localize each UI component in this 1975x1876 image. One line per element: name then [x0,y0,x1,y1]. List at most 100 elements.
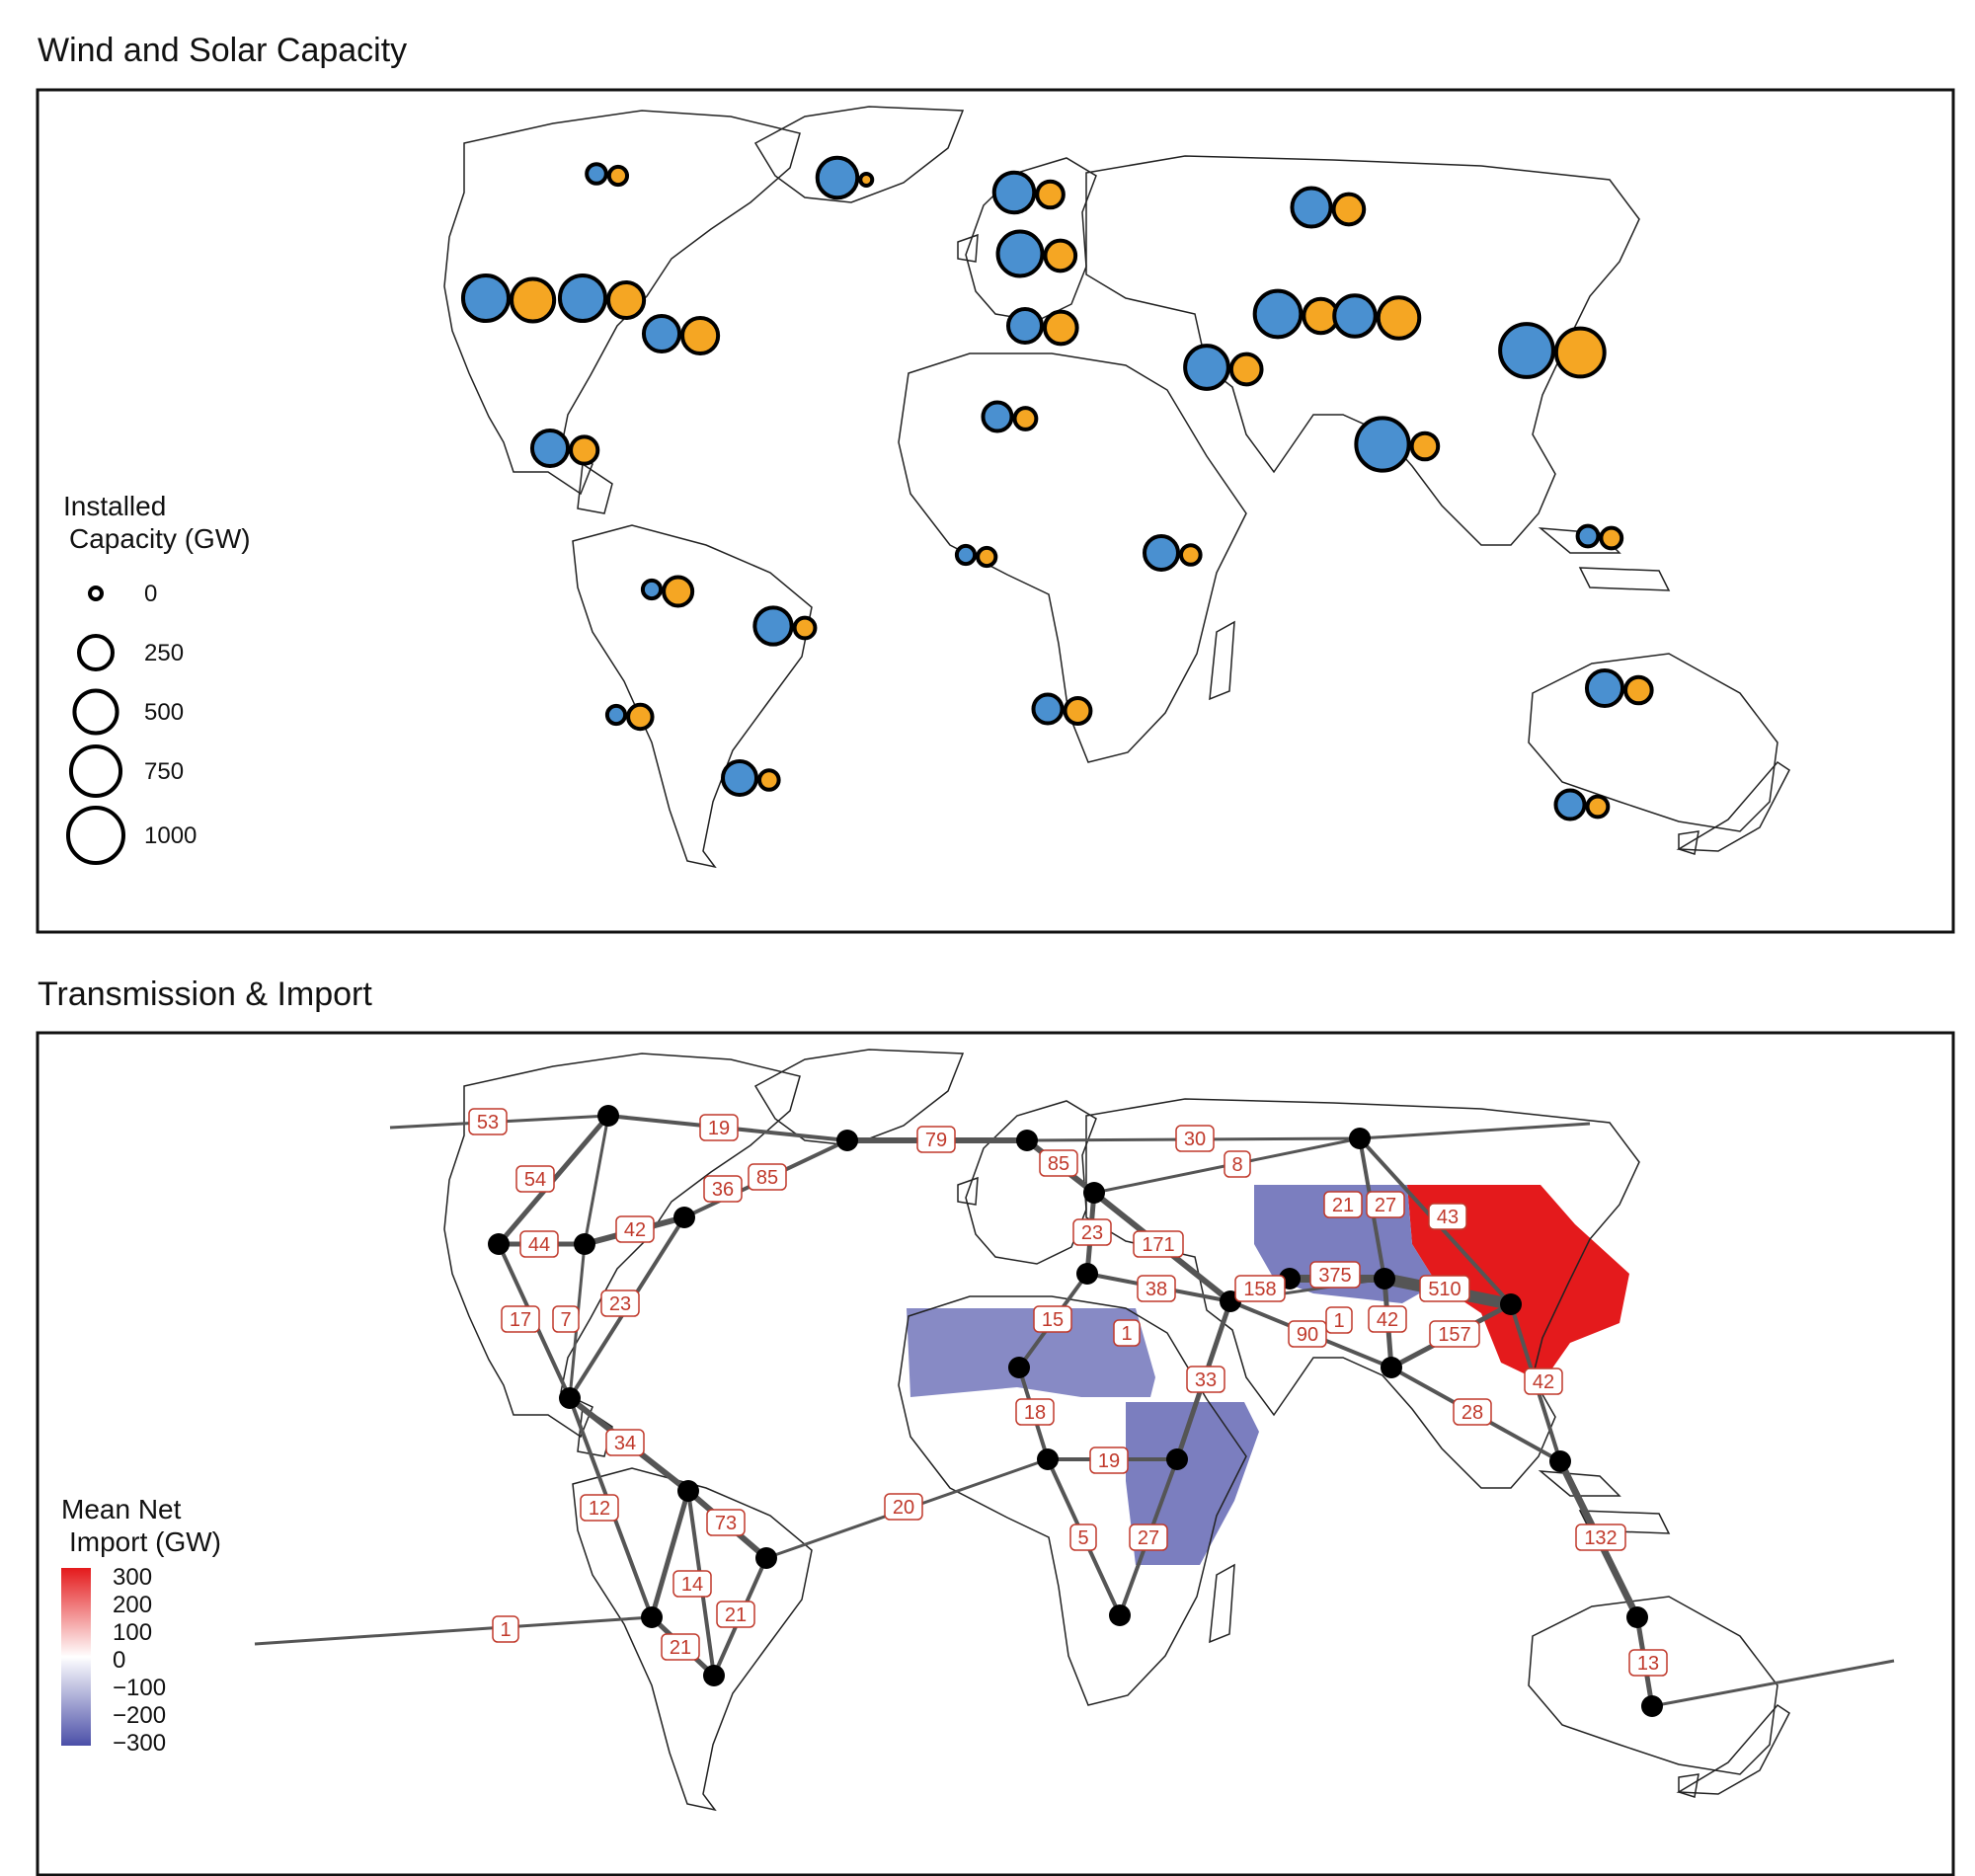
flow-label-value: 44 [528,1234,550,1256]
import-legend-tick-label: −100 [113,1675,166,1701]
flow-label-box [1288,1320,1327,1348]
flow-label-value: 7 [560,1309,571,1331]
flow-label: 33 [1186,1366,1225,1393]
transmission-link [583,1114,610,1246]
wind-capacity-marker [460,273,512,324]
flow-label: 73 [706,1509,746,1536]
solar-capacity-marker [606,279,647,321]
transmission-basemap [443,1049,1790,1811]
solar-capacity-marker [662,575,695,608]
flow-label-value: 1 [1121,1323,1132,1345]
flow-label-value: 43 [1437,1207,1459,1228]
flow-label-box [1429,1320,1480,1348]
wind-capacity-marker [752,605,794,647]
flow-label-box [615,1215,655,1243]
wind-capacity-marker [1183,344,1230,391]
wind-capacity-marker [641,313,682,354]
solar-capacity-marker [1331,192,1367,227]
wind-capacity-marker [1553,788,1587,821]
flow-label-value: 33 [1195,1369,1217,1391]
import-legend-title-2: Import (GW) [69,1526,221,1557]
solar-capacity-marker [976,545,998,569]
flow-label-value: 85 [1048,1153,1069,1175]
flow-label-value: 90 [1297,1324,1318,1346]
flow-label-box [703,1175,743,1203]
capacity-legend-circle [68,743,123,799]
wind-capacity-marker [1332,293,1378,339]
flow-label: 5 [1069,1524,1097,1551]
flow-label: 79 [916,1126,956,1153]
flow-label: 42 [1524,1368,1563,1395]
capacity-legend-label: 0 [144,581,157,607]
import-legend-title-1: Mean Net [61,1494,182,1524]
capacity-legend-label: 750 [144,758,184,785]
transmission-node [1166,1448,1188,1470]
import-colorbar [61,1568,91,1746]
flow-label-box [1039,1149,1078,1177]
flow-label-value: 18 [1024,1402,1046,1424]
flow-label-box [916,1126,956,1153]
flow-label-box [580,1494,619,1522]
flow-label-box [1224,1150,1251,1178]
solar-capacity-marker [1043,238,1078,274]
flow-label: 42 [1368,1305,1407,1333]
capacity-legend-title-1: Installed [63,491,166,521]
flow-label: 90 [1288,1320,1327,1348]
flow-label-box [1129,1524,1168,1551]
solar-capacity-marker [1585,794,1611,820]
flow-label-box [699,1114,739,1141]
transmission-panel-title: Transmission & Import [38,976,372,1013]
flow-label: 30 [1175,1125,1215,1152]
flow-label-value: 21 [1332,1195,1354,1216]
wind-capacity-marker [815,155,860,200]
flow-label-value: 21 [670,1637,691,1659]
wind-capacity-marker [529,428,571,469]
flow-label: 38 [1137,1275,1176,1302]
transmission-node [1109,1604,1131,1626]
wind-capacity-marker [1354,416,1411,473]
solar-capacity-marker [1179,543,1203,567]
flow-label-box [1575,1524,1626,1551]
capacity-legend-circle [66,806,125,865]
flow-label-box [1113,1319,1141,1347]
wind-capacity-marker [557,273,608,324]
solar-capacity-marker [792,615,818,641]
flow-label: 171 [1133,1230,1184,1258]
flow-label-value: 510 [1428,1279,1461,1300]
flow-label-box [1628,1649,1668,1677]
flow-label-box [1186,1366,1225,1393]
flow-label-value: 19 [708,1118,730,1139]
solar-capacity-marker [1012,406,1039,431]
flow-label: 19 [1089,1446,1129,1474]
flow-label: 19 [699,1114,739,1141]
wind-capacity-marker [1498,322,1555,379]
flow-label-value: 5 [1077,1527,1088,1549]
flow-label-value: 36 [712,1179,734,1201]
solar-capacity-marker [1035,179,1066,210]
solar-capacity-marker [1599,525,1624,551]
flow-label-value: 42 [1533,1371,1554,1393]
wind-capacity-marker [954,543,978,567]
flow-label: 1 [1325,1306,1353,1334]
capacity-legend-label: 1000 [144,822,197,849]
flow-label-value: 27 [1138,1527,1159,1549]
capacity-legend: 0 250 500 750 1000 [66,581,197,865]
flow-label-value: 73 [715,1513,737,1534]
import-legend-tick-label: 200 [113,1592,152,1618]
flow-label-box [1133,1230,1184,1258]
capacity-basemap [443,106,1790,868]
transmission-node [677,1480,699,1502]
flow-label-value: 30 [1184,1129,1206,1150]
wind-capacity-marker [1584,667,1625,709]
flow-label-value: 19 [1098,1450,1120,1472]
wind-capacity-marker [585,162,608,186]
flow-label-box [1089,1446,1129,1474]
transmission-node [1381,1357,1402,1378]
transmission-node [836,1130,858,1151]
flow-label: 158 [1234,1275,1286,1302]
wind-capacity-marker [995,229,1045,278]
flow-label-value: 8 [1231,1154,1242,1176]
wind-capacity-marker [991,170,1037,215]
flow-label-value: 13 [1637,1653,1659,1675]
import-legend-tick-label: −300 [113,1730,166,1757]
